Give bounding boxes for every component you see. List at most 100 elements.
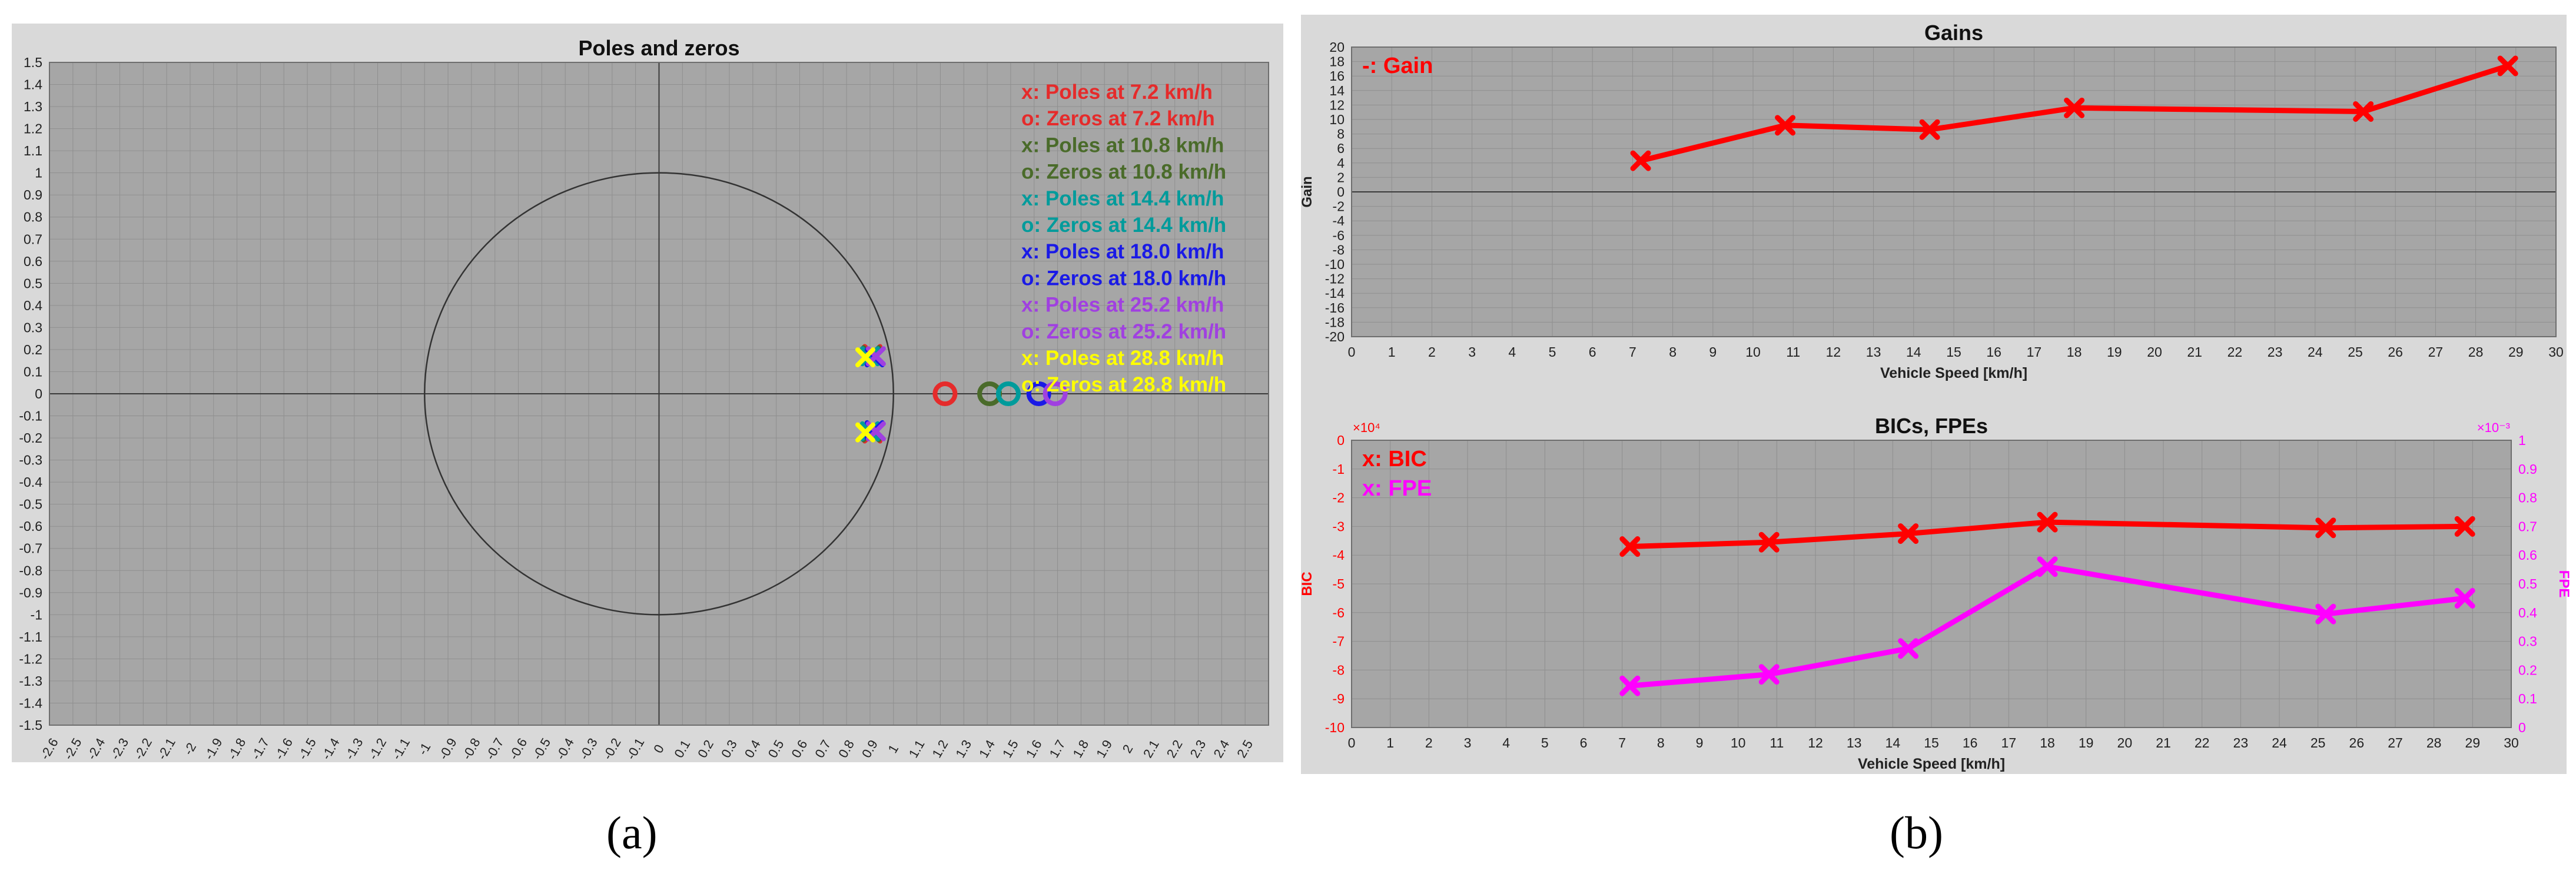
pz-ytick-label: -0.5 xyxy=(19,497,42,512)
c2-xtick-label: 21 xyxy=(2156,735,2171,750)
pz-legend-entry: o: Zeros at 14.4 km/h xyxy=(1021,214,1226,237)
c2-data-point xyxy=(2037,511,2058,533)
pz-zero-marker xyxy=(995,381,1021,406)
c1-data-point xyxy=(1630,150,1651,171)
c2-xtick-label: 12 xyxy=(1808,735,1823,750)
c2-ytick-right-label: 0.9 xyxy=(2518,461,2537,477)
pz-ytick-label: 0.1 xyxy=(24,364,42,379)
c1-xtick-label: 28 xyxy=(2468,344,2484,360)
c1-xtick-label: 6 xyxy=(1589,344,1596,360)
c1-ytick-label: -6 xyxy=(1333,228,1345,243)
c2-data-point xyxy=(1619,675,1641,696)
pz-legend-entry: x: Poles at 7.2 km/h xyxy=(1021,81,1213,104)
pz-ytick-label: 0.5 xyxy=(24,275,42,291)
c1-ytick-label: 4 xyxy=(1337,155,1345,171)
c1-ytick-label: -12 xyxy=(1325,271,1345,287)
pz-pole-marker xyxy=(859,346,880,367)
pz-zero-marker xyxy=(1043,381,1068,406)
c1-xtick-label: 17 xyxy=(2027,344,2042,360)
c2-xtick-label: 14 xyxy=(1885,735,1901,750)
c2-data-point xyxy=(1758,664,1780,685)
c2-legend-entry: x: FPE xyxy=(1362,476,1432,501)
c1-xtick-label: 19 xyxy=(2107,344,2122,360)
c2-xtick-label: 26 xyxy=(2349,735,2365,750)
c2-legend-entry: x: BIC xyxy=(1362,447,1427,471)
pz-ytick-label: -0.6 xyxy=(19,519,42,534)
c2-xtick-label: 29 xyxy=(2465,735,2481,750)
pz-legend-entry: o: Zeros at 10.8 km/h xyxy=(1021,161,1226,184)
pz-pole-marker xyxy=(855,347,875,368)
c1-xtick-label: 29 xyxy=(2508,344,2524,360)
c2-xtick-label: 9 xyxy=(1696,735,1704,750)
c1-xtick-label: 2 xyxy=(1428,344,1436,360)
c1-xtick-label: 0 xyxy=(1348,344,1356,360)
c1-ytick-label: -2 xyxy=(1333,199,1345,214)
c1-xtick-label: 10 xyxy=(1745,344,1761,360)
c2-ytick-right-label: 0.8 xyxy=(2518,490,2537,506)
c1-data-point xyxy=(1775,115,1796,136)
c1-xtick-label: 1 xyxy=(1388,344,1396,360)
pz-ytick-label: 1.5 xyxy=(24,55,42,70)
c1-ylabel: Gain xyxy=(1299,176,1315,207)
c1-ytick-label: -10 xyxy=(1325,257,1345,272)
c2-xtick-label: 11 xyxy=(1770,735,1784,750)
c1-ytick-label: 14 xyxy=(1329,83,1345,98)
c1-xtick-label: 12 xyxy=(1826,344,1841,360)
pz-ytick-label: 1.2 xyxy=(24,121,42,137)
pz-ytick-label: 0.6 xyxy=(24,254,42,269)
c1-xtick-label: 25 xyxy=(2348,344,2363,360)
pz-ytick-label: 0.2 xyxy=(24,342,42,357)
pz-ytick-label: -1.2 xyxy=(19,651,42,666)
c2-xtick-label: 10 xyxy=(1731,735,1746,750)
pz-ytick-label: 1.4 xyxy=(24,77,42,92)
c1-ytick-label: 2 xyxy=(1337,170,1345,185)
c1-ytick-label: -16 xyxy=(1325,300,1345,315)
pz-ytick-label: 1.1 xyxy=(24,143,42,158)
c1-ytick-label: 0 xyxy=(1337,184,1345,200)
c1-xtick-label: 14 xyxy=(1906,344,1921,360)
c2-xtick-label: 6 xyxy=(1580,735,1588,750)
c1-xtick-label: 21 xyxy=(2187,344,2202,360)
pz-ytick-label: -1.5 xyxy=(19,717,42,733)
pz-ytick-label: 0.9 xyxy=(24,187,42,202)
c2-data-point xyxy=(1898,523,1919,544)
c2-ytick-right-label: 0.7 xyxy=(2518,519,2537,534)
pz-ytick-label: -1.3 xyxy=(19,673,42,689)
pz-legend-entry: o: Zeros at 25.2 km/h xyxy=(1021,320,1226,343)
c2-xlabel: Vehicle Speed [km/h] xyxy=(1858,756,2005,772)
pz-ytick-label: -0.7 xyxy=(19,541,42,556)
c2-ytick-label: -7 xyxy=(1333,634,1345,649)
pz-ytick-label: 0.8 xyxy=(24,210,42,225)
pz-legend-entry: x: Poles at 10.8 km/h xyxy=(1021,134,1224,157)
c1-xtick-label: 4 xyxy=(1508,344,1516,360)
c1-xtick-label: 22 xyxy=(2228,344,2243,360)
c2-data-point xyxy=(2037,556,2058,577)
pz-ytick-label: -0.4 xyxy=(19,474,42,490)
c2-title: BICs, FPEs xyxy=(1875,414,1988,438)
pz-ytick-label: -1 xyxy=(31,607,42,622)
c1-data-point xyxy=(2497,55,2518,77)
c2-xtick-label: 15 xyxy=(1924,735,1939,750)
pz-pole-marker xyxy=(859,421,880,441)
c1-ytick-label: 6 xyxy=(1337,141,1345,156)
c2-ytick-label: -6 xyxy=(1333,605,1345,620)
c2-y-exponent-left: ×10⁴ xyxy=(1353,420,1380,435)
c2-xtick-label: 16 xyxy=(1963,735,1978,750)
c2-series-line xyxy=(1629,564,2465,689)
pz-legend-entry: x: Poles at 18.0 km/h xyxy=(1021,240,1224,263)
pz-ytick-label: -0.3 xyxy=(19,453,42,468)
c2-xtick-label: 5 xyxy=(1541,735,1549,750)
c2-ytick-label: 0 xyxy=(1337,433,1345,448)
c2-ylabel-right: FPE xyxy=(2556,570,2572,598)
c2-xtick-label: 2 xyxy=(1425,735,1433,750)
c2-xtick-label: 25 xyxy=(2311,735,2326,750)
c1-xtick-label: 24 xyxy=(2308,344,2323,360)
pz-ytick-label: -1.1 xyxy=(19,629,42,645)
c2-data-point xyxy=(2454,587,2475,609)
c1-series-line xyxy=(1639,63,2509,164)
c2-ytick-right-label: 0.3 xyxy=(2518,634,2537,649)
panel-label-a: (a) xyxy=(606,807,658,858)
pz-ytick-label: -1.4 xyxy=(19,695,42,710)
c2-ytick-right-label: 0.4 xyxy=(2518,605,2537,620)
pz-legend-entry: o: Zeros at 7.2 km/h xyxy=(1021,107,1215,130)
